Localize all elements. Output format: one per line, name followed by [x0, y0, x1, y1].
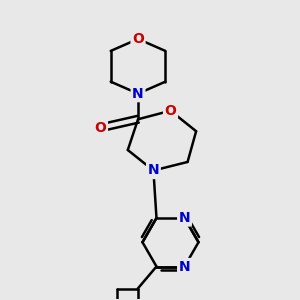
Text: N: N: [148, 164, 159, 178]
Text: O: O: [132, 32, 144, 46]
Text: O: O: [94, 121, 106, 135]
Text: N: N: [132, 87, 144, 100]
Text: N: N: [179, 260, 190, 274]
Text: O: O: [165, 104, 176, 118]
Text: N: N: [179, 211, 190, 225]
